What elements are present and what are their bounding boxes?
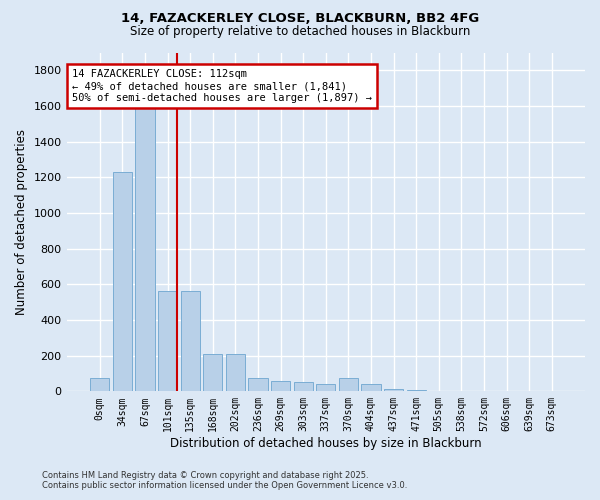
Text: Contains HM Land Registry data © Crown copyright and database right 2025.
Contai: Contains HM Land Registry data © Crown c… [42, 470, 407, 490]
Text: 14, FAZACKERLEY CLOSE, BLACKBURN, BB2 4FG: 14, FAZACKERLEY CLOSE, BLACKBURN, BB2 4F… [121, 12, 479, 26]
Bar [226, 354, 245, 392]
Bar [339, 378, 358, 392]
Y-axis label: Number of detached properties: Number of detached properties [15, 129, 28, 315]
Bar [248, 378, 268, 392]
Bar [497, 391, 516, 392]
Text: Size of property relative to detached houses in Blackburn: Size of property relative to detached ho… [130, 25, 470, 38]
Bar [407, 390, 426, 392]
Bar [475, 390, 494, 392]
Bar [136, 97, 155, 392]
Bar [293, 382, 313, 392]
Bar [429, 390, 448, 392]
Bar [384, 389, 403, 392]
Bar [271, 380, 290, 392]
Bar [158, 292, 177, 392]
Bar [181, 292, 200, 392]
Bar [113, 172, 132, 392]
Bar [452, 390, 471, 392]
Bar [316, 384, 335, 392]
Bar [542, 391, 562, 392]
Bar [203, 354, 223, 392]
X-axis label: Distribution of detached houses by size in Blackburn: Distribution of detached houses by size … [170, 437, 482, 450]
Bar [520, 391, 539, 392]
Bar [361, 384, 380, 392]
Text: 14 FAZACKERLEY CLOSE: 112sqm
← 49% of detached houses are smaller (1,841)
50% of: 14 FAZACKERLEY CLOSE: 112sqm ← 49% of de… [72, 70, 372, 102]
Bar [90, 378, 109, 392]
